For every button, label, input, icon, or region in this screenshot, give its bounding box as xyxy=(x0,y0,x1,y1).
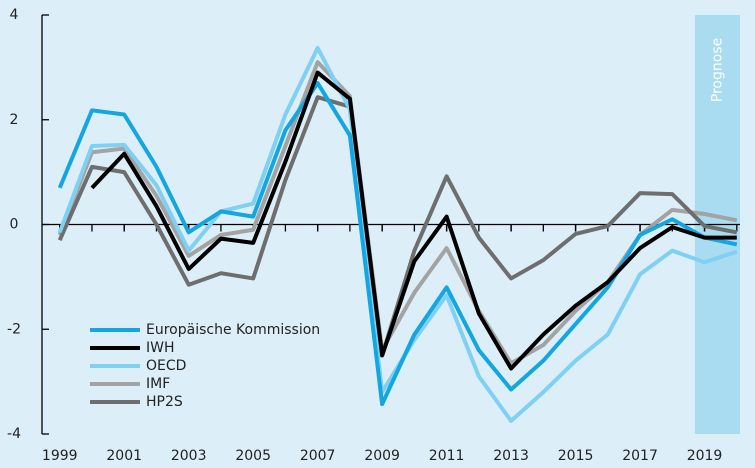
x-tick-label: 2009 xyxy=(364,448,400,464)
x-tick-label: 2005 xyxy=(235,448,271,464)
y-tick-label: 4 xyxy=(10,7,19,23)
y-tick-label: 0 xyxy=(10,217,19,233)
x-tick-label: 2007 xyxy=(300,448,336,464)
x-tick-label: 2011 xyxy=(429,448,465,464)
x-tick-label: 2001 xyxy=(106,448,142,464)
x-tick-label: 2017 xyxy=(622,448,658,464)
y-tick-label: 2 xyxy=(10,112,19,128)
y-tick-label: -2 xyxy=(7,321,21,337)
x-tick-label: 2013 xyxy=(493,448,529,464)
legend-label: OECD xyxy=(146,358,186,374)
x-tick-label: 2019 xyxy=(687,448,723,464)
legend-label: IMF xyxy=(146,376,170,392)
x-tick-label: 2003 xyxy=(171,448,207,464)
series-line xyxy=(90,70,737,371)
y-tick-label: -4 xyxy=(7,426,21,442)
x-tick-label: 2015 xyxy=(558,448,594,464)
series-line xyxy=(57,81,738,407)
x-tick-label: 1999 xyxy=(42,448,78,464)
legend-label: HP2S xyxy=(146,394,183,410)
legend-label: Europäische Kommission xyxy=(146,322,320,338)
forecast-label: Prognose xyxy=(709,38,725,102)
legend-label: IWH xyxy=(146,340,175,356)
